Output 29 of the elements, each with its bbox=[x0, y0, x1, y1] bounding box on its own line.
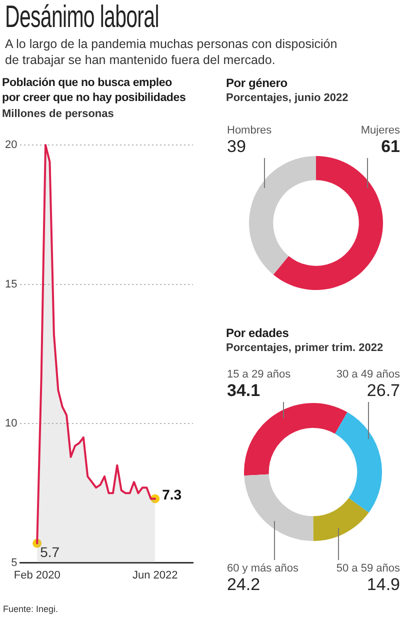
slice-label: 30 a 49 años bbox=[336, 368, 400, 381]
y-tick-label: 10 bbox=[4, 418, 18, 430]
data-label: 24.2 bbox=[227, 575, 260, 594]
y-axis-title: Millones de personas bbox=[2, 108, 114, 121]
data-label: 14.9 bbox=[366, 575, 400, 594]
data-label: 5.7 bbox=[40, 544, 60, 560]
data-label: 7.3 bbox=[162, 486, 182, 503]
x-tick-label: Feb 2020 bbox=[14, 569, 60, 582]
slice-label: Hombres bbox=[227, 124, 272, 137]
slice-label: 50 a 59 años bbox=[336, 562, 400, 575]
chart-subtitle: Porcentajes, primer trim. 2022 bbox=[226, 342, 384, 355]
chart-title: Por edades bbox=[226, 326, 289, 341]
source-note: Fuente: Inegi. bbox=[3, 604, 58, 615]
y-tick-label: 15 bbox=[4, 278, 18, 290]
text: Desánimo laboral bbox=[5, 0, 159, 34]
slice-label: Mujeres bbox=[360, 124, 400, 137]
data-label: 61 bbox=[381, 137, 400, 156]
x-tick-label: Jun 2022 bbox=[132, 569, 178, 582]
chart-title: Población que no busca empleo por creer que no hay posibilidades bbox=[2, 76, 187, 106]
slice-label: 60 y más años bbox=[227, 562, 300, 575]
chart-title: Por género bbox=[226, 76, 288, 91]
chart-subtitle: Porcentajes, junio 2022 bbox=[226, 92, 348, 105]
y-tick-label: 20 bbox=[4, 139, 18, 152]
data-label: 26.7 bbox=[366, 381, 400, 400]
data-label: 34.1 bbox=[227, 381, 260, 400]
text: A lo largo de la pandemia muchas personas con disposición de trabajar se han mantenido fuera del mercado. bbox=[5, 36, 338, 68]
data-label: 39 bbox=[227, 137, 246, 156]
slice-label: 15 a 29 años bbox=[227, 368, 292, 381]
y-tick-label: 5 bbox=[11, 556, 18, 569]
